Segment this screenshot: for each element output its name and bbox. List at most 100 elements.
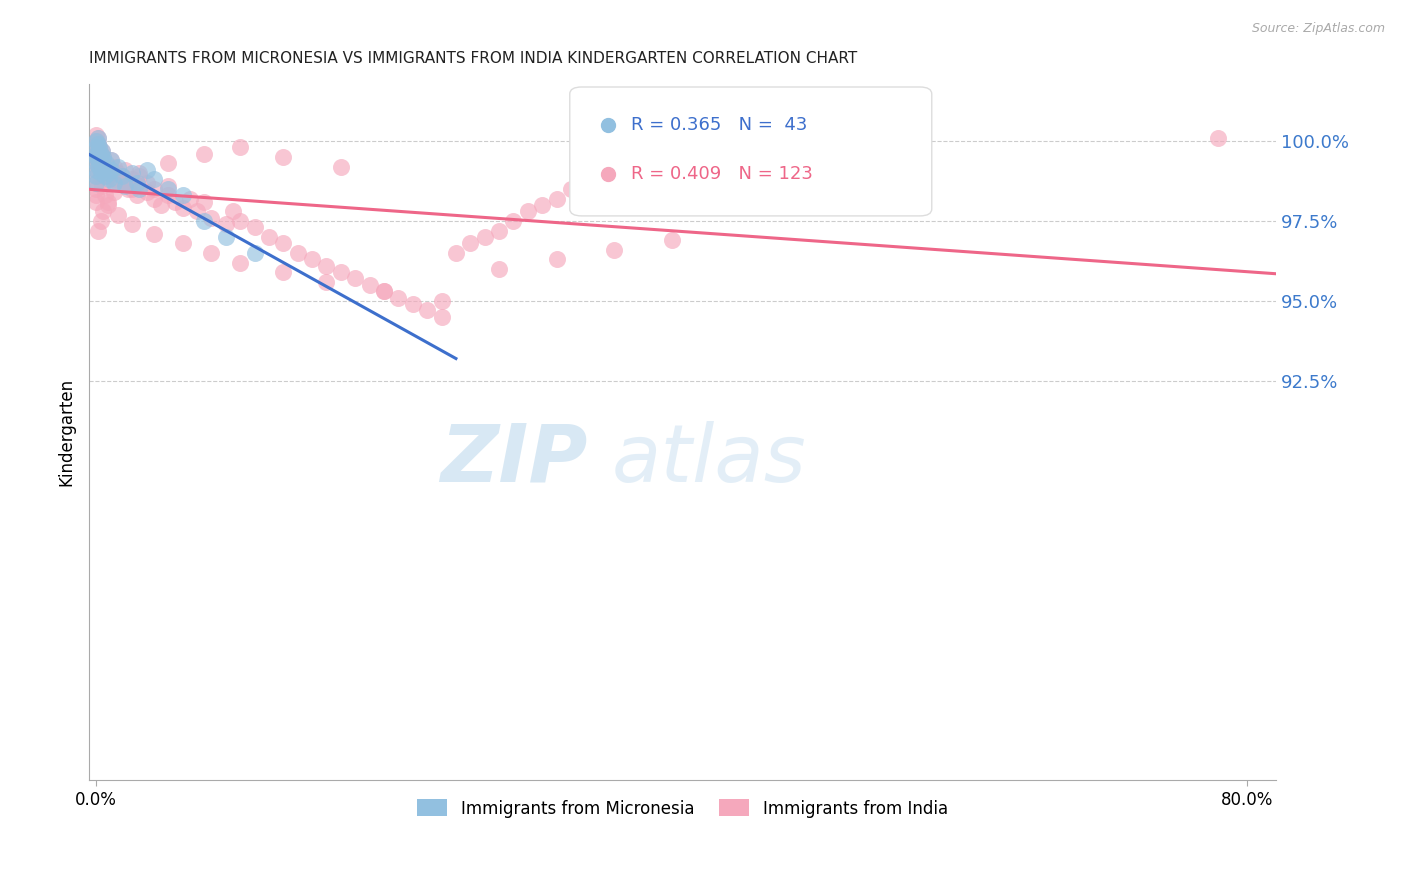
Point xyxy=(402,297,425,311)
Point xyxy=(589,176,612,190)
Point xyxy=(86,137,108,152)
Point xyxy=(301,252,323,267)
Point xyxy=(103,172,125,186)
Point xyxy=(84,169,107,184)
Point xyxy=(193,194,215,209)
Point xyxy=(215,230,238,244)
Point xyxy=(90,166,112,180)
Point xyxy=(96,172,118,186)
Point xyxy=(430,310,453,324)
Point xyxy=(100,162,122,177)
Point xyxy=(84,134,107,148)
Point xyxy=(142,172,165,186)
Point xyxy=(93,150,115,164)
Point xyxy=(271,236,294,251)
Point xyxy=(193,214,215,228)
Point xyxy=(373,285,395,299)
Point xyxy=(603,243,626,257)
Point xyxy=(128,166,150,180)
Point xyxy=(287,246,309,260)
Point xyxy=(90,166,112,180)
Point xyxy=(90,156,112,170)
Point xyxy=(689,144,711,158)
Point xyxy=(661,233,683,247)
Point xyxy=(89,140,111,154)
Point xyxy=(91,178,114,193)
Point xyxy=(98,172,121,186)
Point xyxy=(89,160,111,174)
Point xyxy=(89,160,111,174)
Point xyxy=(94,169,117,184)
Point xyxy=(103,185,125,199)
Point xyxy=(91,144,114,158)
Point xyxy=(444,246,467,260)
Point xyxy=(229,255,252,269)
Point xyxy=(733,134,755,148)
Point xyxy=(329,265,352,279)
Point xyxy=(107,160,129,174)
Point xyxy=(84,128,107,142)
Point xyxy=(114,176,136,190)
Text: ZIP: ZIP xyxy=(440,421,588,499)
Point xyxy=(488,261,510,276)
Point xyxy=(91,153,114,168)
Point xyxy=(172,201,194,215)
Point xyxy=(546,252,568,267)
Point xyxy=(172,188,194,202)
Text: R = 0.409   N = 123: R = 0.409 N = 123 xyxy=(631,165,813,183)
Point xyxy=(430,293,453,308)
Point xyxy=(93,160,115,174)
Point xyxy=(114,162,136,177)
Point xyxy=(90,214,112,228)
Point xyxy=(128,169,150,184)
Point xyxy=(86,144,108,158)
Point xyxy=(344,271,367,285)
FancyBboxPatch shape xyxy=(569,87,932,216)
Point xyxy=(121,217,143,231)
Point xyxy=(387,291,409,305)
Point xyxy=(200,211,222,225)
Point xyxy=(359,277,381,292)
Point xyxy=(142,192,165,206)
Point xyxy=(243,220,266,235)
Point xyxy=(111,169,134,184)
Point xyxy=(121,182,143,196)
Point xyxy=(84,162,107,177)
Point xyxy=(135,162,157,177)
Point xyxy=(91,144,114,158)
Point xyxy=(107,166,129,180)
Point xyxy=(86,153,108,168)
Point xyxy=(86,150,108,164)
Point xyxy=(474,230,496,244)
Point xyxy=(84,169,107,184)
Text: IMMIGRANTS FROM MICRONESIA VS IMMIGRANTS FROM INDIA KINDERGARTEN CORRELATION CHA: IMMIGRANTS FROM MICRONESIA VS IMMIGRANTS… xyxy=(89,51,858,66)
Point xyxy=(546,192,568,206)
Point xyxy=(373,285,395,299)
Point xyxy=(93,204,115,219)
Point xyxy=(121,166,143,180)
Point xyxy=(157,182,180,196)
Point xyxy=(1208,131,1230,145)
Point xyxy=(111,169,134,184)
Point xyxy=(661,150,683,164)
Point xyxy=(97,194,120,209)
Point xyxy=(193,146,215,161)
Point xyxy=(100,162,122,177)
Point xyxy=(90,169,112,184)
Point xyxy=(271,265,294,279)
Point xyxy=(84,146,107,161)
Point xyxy=(243,246,266,260)
Point xyxy=(315,275,337,289)
Point xyxy=(142,227,165,241)
Point xyxy=(84,140,107,154)
Point xyxy=(84,146,107,161)
Point xyxy=(98,169,121,184)
Point xyxy=(157,178,180,193)
Point xyxy=(460,236,482,251)
Point xyxy=(229,214,252,228)
Point xyxy=(125,188,148,202)
Point xyxy=(89,140,111,154)
Point xyxy=(560,182,582,196)
Point xyxy=(135,176,157,190)
Point xyxy=(157,156,180,170)
